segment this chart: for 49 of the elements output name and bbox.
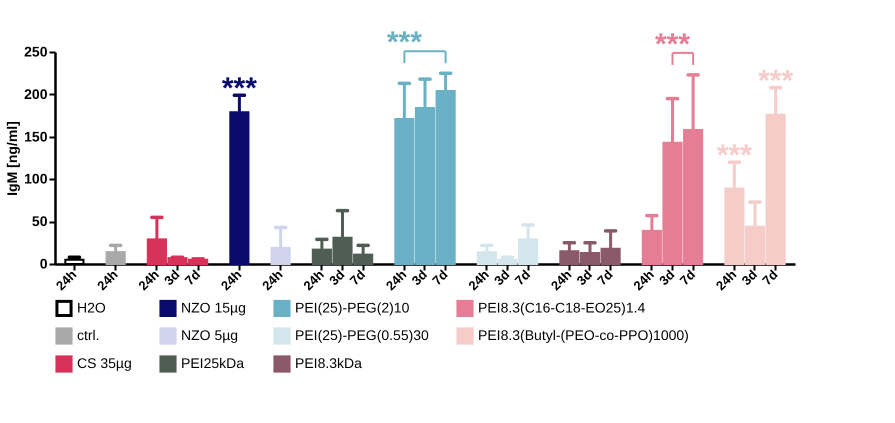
y-tick-label: 0 [40, 256, 48, 272]
annotation: *** [386, 26, 422, 60]
x-tick-label: 24h [52, 266, 80, 294]
x-tick-label: 3d [161, 266, 182, 288]
x-tick-label: 7d [346, 266, 368, 288]
y-tick-label: 150 [24, 128, 48, 144]
x-tick-label: 24h [465, 266, 492, 294]
annotation: *** [222, 72, 258, 106]
legend-label: ctrl. [77, 327, 100, 343]
x-tick-label: 24h [382, 266, 410, 294]
legend-label: PEI8.3(C16-C18-EO25)1.4 [478, 299, 646, 316]
y-axis-title: IgM [ng/ml] [4, 121, 20, 196]
x-tick-label: 24h [300, 266, 327, 294]
x-tick-label: 7d [429, 266, 451, 288]
x-tick-label: 24h [712, 266, 740, 294]
legend-label: H2O [77, 299, 106, 316]
x-tick-label: 24h [135, 266, 162, 294]
x-tick-label: 7d [182, 266, 204, 288]
x-tick-label: 24h [94, 266, 121, 294]
y-tick-label: 50 [32, 213, 48, 230]
legend-label: CS 35µg [77, 355, 132, 371]
x-tick-label: 7d [594, 266, 616, 288]
legend-label: PEI25kDa [181, 355, 244, 371]
x-tick-label: 3d [738, 266, 760, 288]
x-tick-label: 7d [759, 266, 781, 288]
y-tick-label: 100 [24, 170, 48, 187]
legend-label: NZO 5µg [181, 327, 238, 343]
x-tick-label: 3d [326, 266, 348, 288]
x-tick-label: 3d [656, 266, 678, 288]
bar [106, 251, 126, 265]
annotation: *** [758, 64, 794, 98]
x-tick-label: 3d [408, 266, 430, 288]
y-tick-label: 250 [24, 44, 48, 60]
y-tick-label: 200 [24, 86, 48, 102]
legend-label: PEI8.3kDa [295, 355, 362, 371]
annotation: *** [716, 139, 752, 172]
x-tick-label: 24h [548, 266, 574, 294]
legend-label: PEI(25)-PEG(0.55)30 [295, 327, 430, 343]
legend-label: PEI8.3(Butyl-(PEO-co-PPO)1000) [478, 327, 689, 343]
x-tick-label: 7d [676, 266, 698, 288]
annotation: *** [654, 28, 690, 61]
x-tick-label: 3d [574, 266, 595, 288]
legend-label: NZO 15µg [181, 299, 246, 316]
x-tick-label: 24h [218, 266, 244, 294]
legend-label: PEI(25)-PEG(2)10 [295, 299, 410, 316]
x-tick-label: 24h [630, 266, 657, 294]
x-tick-label: 3d [491, 266, 512, 288]
x-tick-label: 24h [259, 266, 286, 294]
x-tick-label: 7d [512, 266, 534, 288]
